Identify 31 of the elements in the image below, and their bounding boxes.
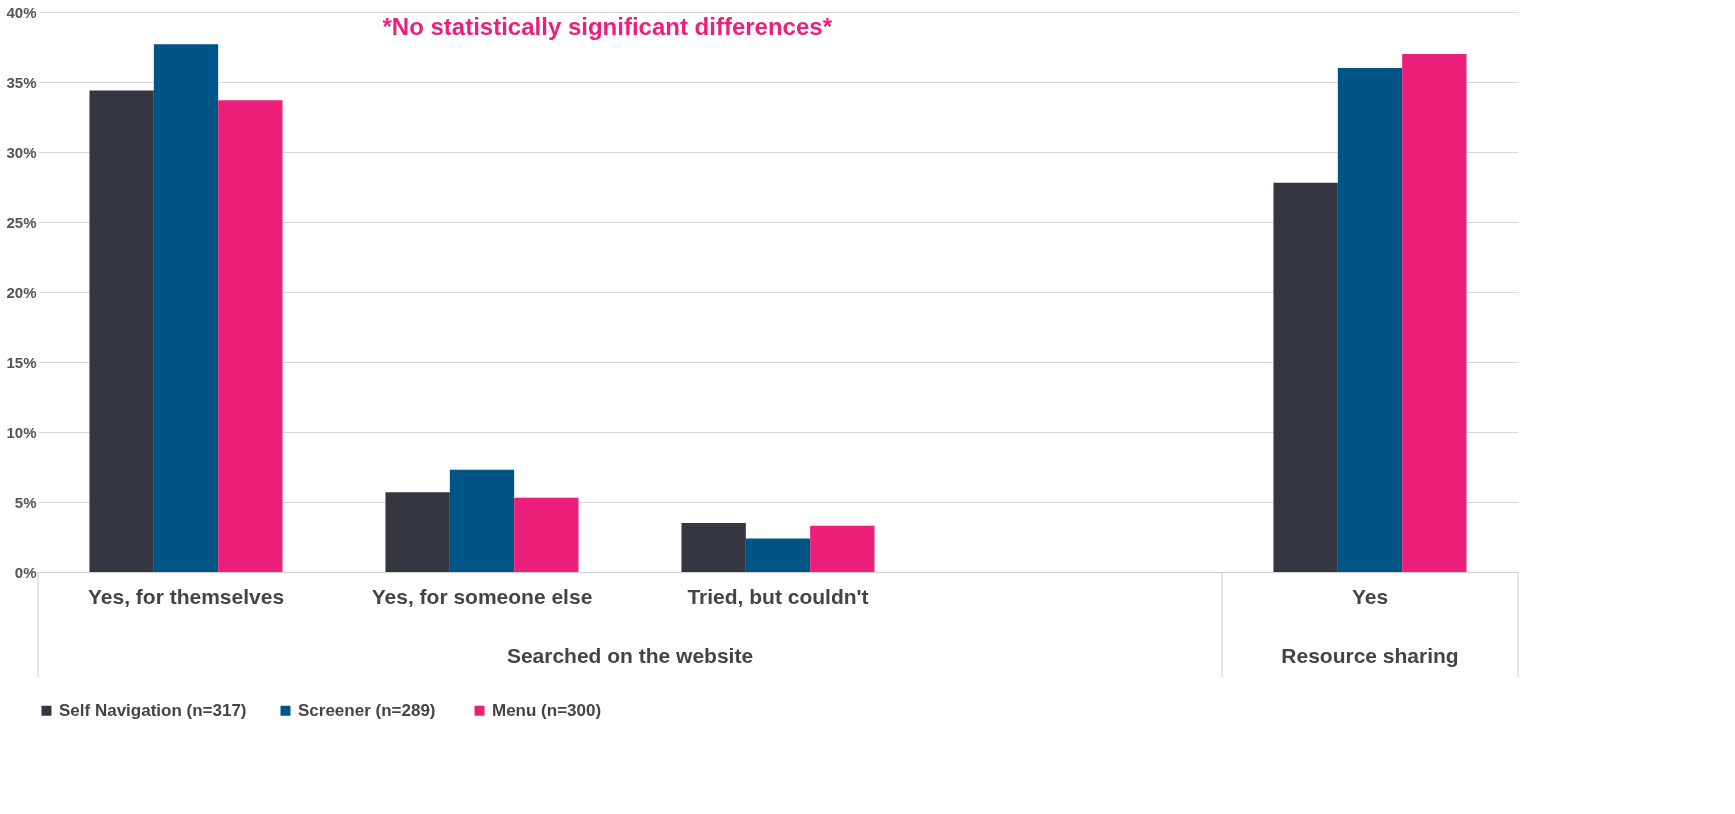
x-tick-label: Yes, for themselves <box>87 584 285 608</box>
bar <box>449 469 515 572</box>
legend-label: Screener (n=289) <box>298 700 436 720</box>
y-tick-label: 10% <box>6 423 37 441</box>
bar <box>1273 182 1338 572</box>
bar <box>89 90 154 572</box>
y-tick-label: 30% <box>6 143 37 161</box>
legend-label: Self Navigation (n=317) <box>59 700 247 720</box>
annotation: *No statistically significant differences* <box>382 13 833 40</box>
y-tick-label: 35% <box>6 73 37 91</box>
bar <box>1402 54 1467 572</box>
y-tick-label: 25% <box>6 213 37 231</box>
bar <box>385 492 450 572</box>
bar <box>681 523 746 572</box>
bar <box>218 100 283 572</box>
bar <box>1337 68 1403 572</box>
y-tick-label: 5% <box>14 493 37 511</box>
x-tick-label: Yes, for someone else <box>371 584 593 608</box>
bar <box>745 538 811 572</box>
text: Resource sharing <box>1281 644 1459 667</box>
y-tick-label: 15% <box>6 353 37 371</box>
x-tick-label: Yes <box>1351 584 1389 608</box>
legend-label: Menu (n=300) <box>492 700 602 720</box>
text: Searched on the website <box>506 644 754 667</box>
x-tick-label: Tried, but couldn't <box>687 584 869 608</box>
bar <box>153 44 219 572</box>
y-tick-label: 0% <box>14 563 37 581</box>
y-tick-label: 40% <box>6 3 37 21</box>
bar <box>810 525 875 572</box>
bar <box>514 497 579 572</box>
y-tick-label: 20% <box>6 283 37 301</box>
